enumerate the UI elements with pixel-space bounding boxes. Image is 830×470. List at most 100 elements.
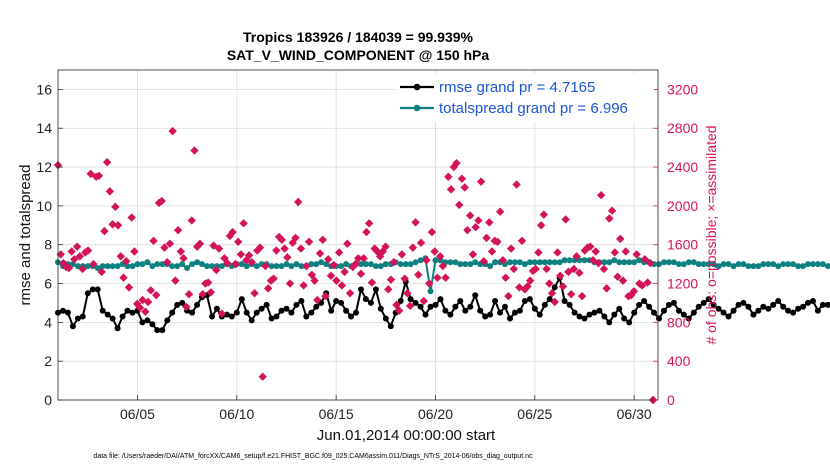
- obs-count-marker: [520, 285, 529, 294]
- obs-count-marker: [534, 248, 543, 257]
- obs-count-marker: [212, 265, 221, 275]
- obs-count-marker: [343, 239, 352, 248]
- obs-count-marker: [640, 255, 650, 264]
- obs-count-marker: [359, 254, 368, 263]
- totalspread-point: [129, 263, 136, 270]
- rmse-point: [233, 309, 240, 316]
- obs-count-marker: [269, 274, 278, 283]
- obs-count-marker: [102, 158, 112, 167]
- x-tick-label: 06/10: [219, 406, 254, 422]
- totalspread-point: [670, 259, 677, 266]
- chart-subtitle: SAT_V_WIND_COMPONENT @ 150 hPa: [227, 47, 490, 63]
- totalspread-point: [238, 261, 245, 268]
- rmse-point: [606, 319, 613, 326]
- rmse-point: [447, 311, 454, 318]
- totalspread-point: [139, 261, 146, 268]
- totalspread-point: [154, 261, 161, 268]
- totalspread-point: [521, 261, 528, 268]
- obs-count-marker: [392, 300, 401, 310]
- rmse-point: [84, 290, 91, 297]
- totalspread-point: [467, 261, 474, 268]
- totalspread-point: [551, 259, 558, 266]
- obs-count-marker: [482, 233, 491, 243]
- obs-count-marker: [291, 233, 300, 243]
- rmse-point: [437, 296, 444, 303]
- obs-count-marker: [195, 239, 205, 248]
- totalspread-point: [760, 261, 767, 268]
- rmse-point: [308, 309, 315, 316]
- obs-count-marker: [542, 264, 551, 274]
- totalspread-point: [710, 261, 717, 268]
- obs-count-marker: [397, 250, 407, 259]
- totalspread-point: [372, 263, 379, 270]
- obs-count-marker: [425, 279, 434, 288]
- obs-count-marker: [536, 221, 546, 230]
- rmse-point: [695, 303, 702, 310]
- obs-count-marker: [438, 261, 448, 271]
- rmse-point: [814, 307, 821, 314]
- rmse-point: [502, 303, 508, 310]
- rmse-point: [690, 309, 697, 316]
- obs-count-marker: [389, 257, 398, 267]
- obs-count-marker: [70, 255, 79, 264]
- rmse-point: [512, 309, 518, 316]
- obs-count-marker: [414, 270, 423, 279]
- totalspread-point: [616, 259, 623, 266]
- obs-count-marker: [629, 287, 639, 296]
- rmse-point: [755, 307, 762, 314]
- rmse-point: [457, 298, 464, 304]
- obs-count-marker: [334, 248, 344, 257]
- rmse-point: [362, 296, 369, 303]
- rmse-point: [516, 307, 523, 314]
- rmse-point: [477, 307, 484, 314]
- totalspread-point: [104, 263, 111, 270]
- obs-count-marker: [495, 207, 505, 216]
- obs-count-marker: [550, 297, 559, 307]
- y-tick-label: 12: [36, 159, 52, 175]
- totalspread-point: [199, 261, 205, 268]
- obs-count-marker: [452, 158, 461, 168]
- rmse-point: [745, 303, 752, 310]
- rmse-point: [328, 307, 335, 314]
- obs-count-marker: [143, 297, 153, 307]
- y-tick-label: 14: [36, 120, 52, 136]
- rmse-point: [228, 313, 235, 320]
- rmse-point: [69, 323, 76, 330]
- obs-count-marker: [517, 236, 527, 246]
- rmse-point: [680, 311, 687, 318]
- rmse-point: [521, 298, 528, 304]
- obs-count-marker: [405, 301, 415, 311]
- rmse-point: [109, 315, 116, 322]
- rmse-point: [432, 301, 439, 308]
- rmse-point: [194, 301, 201, 308]
- totalspread-point: [268, 263, 275, 270]
- rmse-point: [407, 296, 414, 303]
- rmse-point: [611, 311, 618, 318]
- obs-count-marker: [572, 252, 581, 261]
- obs-count-marker: [605, 214, 614, 223]
- totalspread-point: [824, 263, 830, 270]
- obs-count-marker: [113, 221, 123, 230]
- totalspread-point: [278, 263, 285, 270]
- obs-count-marker: [100, 226, 109, 236]
- obs-count-marker: [190, 146, 199, 155]
- rmse-point: [149, 321, 156, 328]
- rmse-point: [377, 305, 384, 312]
- rmse-point: [735, 301, 742, 308]
- totalspread-point: [407, 261, 414, 268]
- obs-count-marker: [332, 276, 341, 285]
- totalspread-point: [556, 259, 563, 266]
- obs-count-marker: [378, 247, 388, 256]
- totalspread-point: [457, 261, 464, 268]
- totalspread-point: [785, 261, 792, 268]
- rmse-point: [129, 309, 136, 316]
- totalspread-point: [656, 261, 662, 268]
- obs-count-marker: [173, 225, 183, 235]
- totalspread-point: [685, 259, 692, 266]
- rmse-point: [367, 299, 374, 306]
- totalspread-point: [209, 263, 215, 270]
- totalspread-point: [144, 259, 151, 266]
- obs-count-marker: [124, 283, 134, 292]
- obs-count-marker: [471, 223, 480, 232]
- rmse-point: [238, 296, 245, 303]
